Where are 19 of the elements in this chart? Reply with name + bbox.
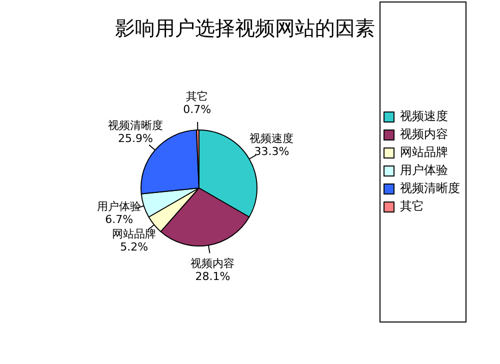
slice-label: 视频清晰度 xyxy=(108,119,163,132)
data-label: 0.7% xyxy=(183,103,212,116)
data-label: 6.7% xyxy=(105,212,134,226)
data-label: 28.1% xyxy=(195,270,230,283)
slice-label: 用户体验 xyxy=(97,200,142,213)
slice-label: 其它 xyxy=(186,90,208,104)
slice-label: 视频速度 xyxy=(250,132,294,145)
text: 影响用户选择视频网站的因素 xyxy=(115,16,375,40)
slice-label: 网站品牌 xyxy=(112,227,156,240)
legend-label: 视频内容 xyxy=(400,127,448,142)
data-label: 25.9% xyxy=(118,132,153,146)
slice-label: 视频内容 xyxy=(190,256,235,270)
data-label: 5.2% xyxy=(120,240,148,254)
legend-label: 视频清晰度 xyxy=(400,181,460,196)
legend-label: 视频速度 xyxy=(400,109,448,124)
legend-label: 用户体验 xyxy=(400,163,448,178)
legend-label: 其它 xyxy=(400,199,424,214)
data-label: 33.3% xyxy=(254,145,290,158)
legend-label: 网站品牌 xyxy=(400,145,448,160)
